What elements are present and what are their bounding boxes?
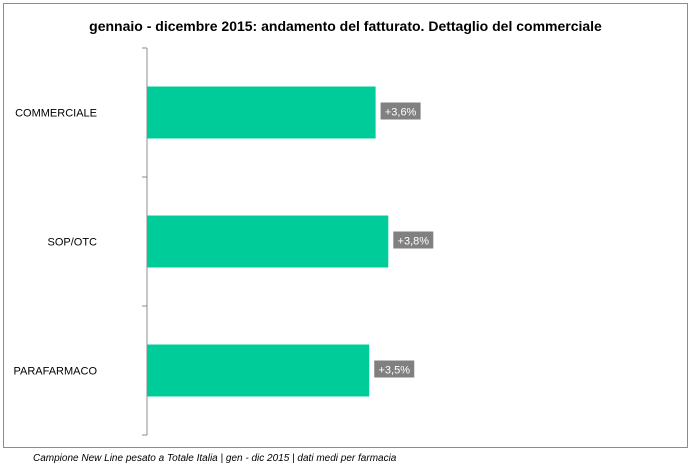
data-label-background — [380, 102, 421, 120]
category-label: PARAFARMACO — [13, 366, 97, 378]
data-label-background — [393, 231, 434, 249]
data-label-background — [374, 360, 415, 378]
category-label: SOP/OTC — [47, 237, 97, 249]
data-label: +3,6% — [380, 102, 421, 120]
data-label: +3,5% — [374, 360, 415, 378]
bar-sop-otc — [147, 215, 389, 268]
axis-layer — [142, 47, 148, 436]
labels-layer: COMMERCIALE +3,6% SOP/OTC +3,8% PARAFARMACO +… — [13, 102, 434, 378]
data-label-text: +3,8% — [398, 236, 430, 248]
bars-layer — [147, 86, 389, 397]
bar-parafarmaco — [147, 344, 370, 397]
footnote: Campione New Line pesato a Totale Italia… — [33, 453, 397, 464]
data-label: +3,8% — [393, 231, 434, 249]
category-label: COMMERCIALE — [15, 108, 97, 120]
chart-title: gennaio - dicembre 2015: andamento del f… — [89, 18, 602, 34]
bar-commerciale — [147, 86, 376, 139]
data-label-text: +3,6% — [385, 107, 417, 119]
data-label-text: +3,5% — [379, 365, 411, 377]
